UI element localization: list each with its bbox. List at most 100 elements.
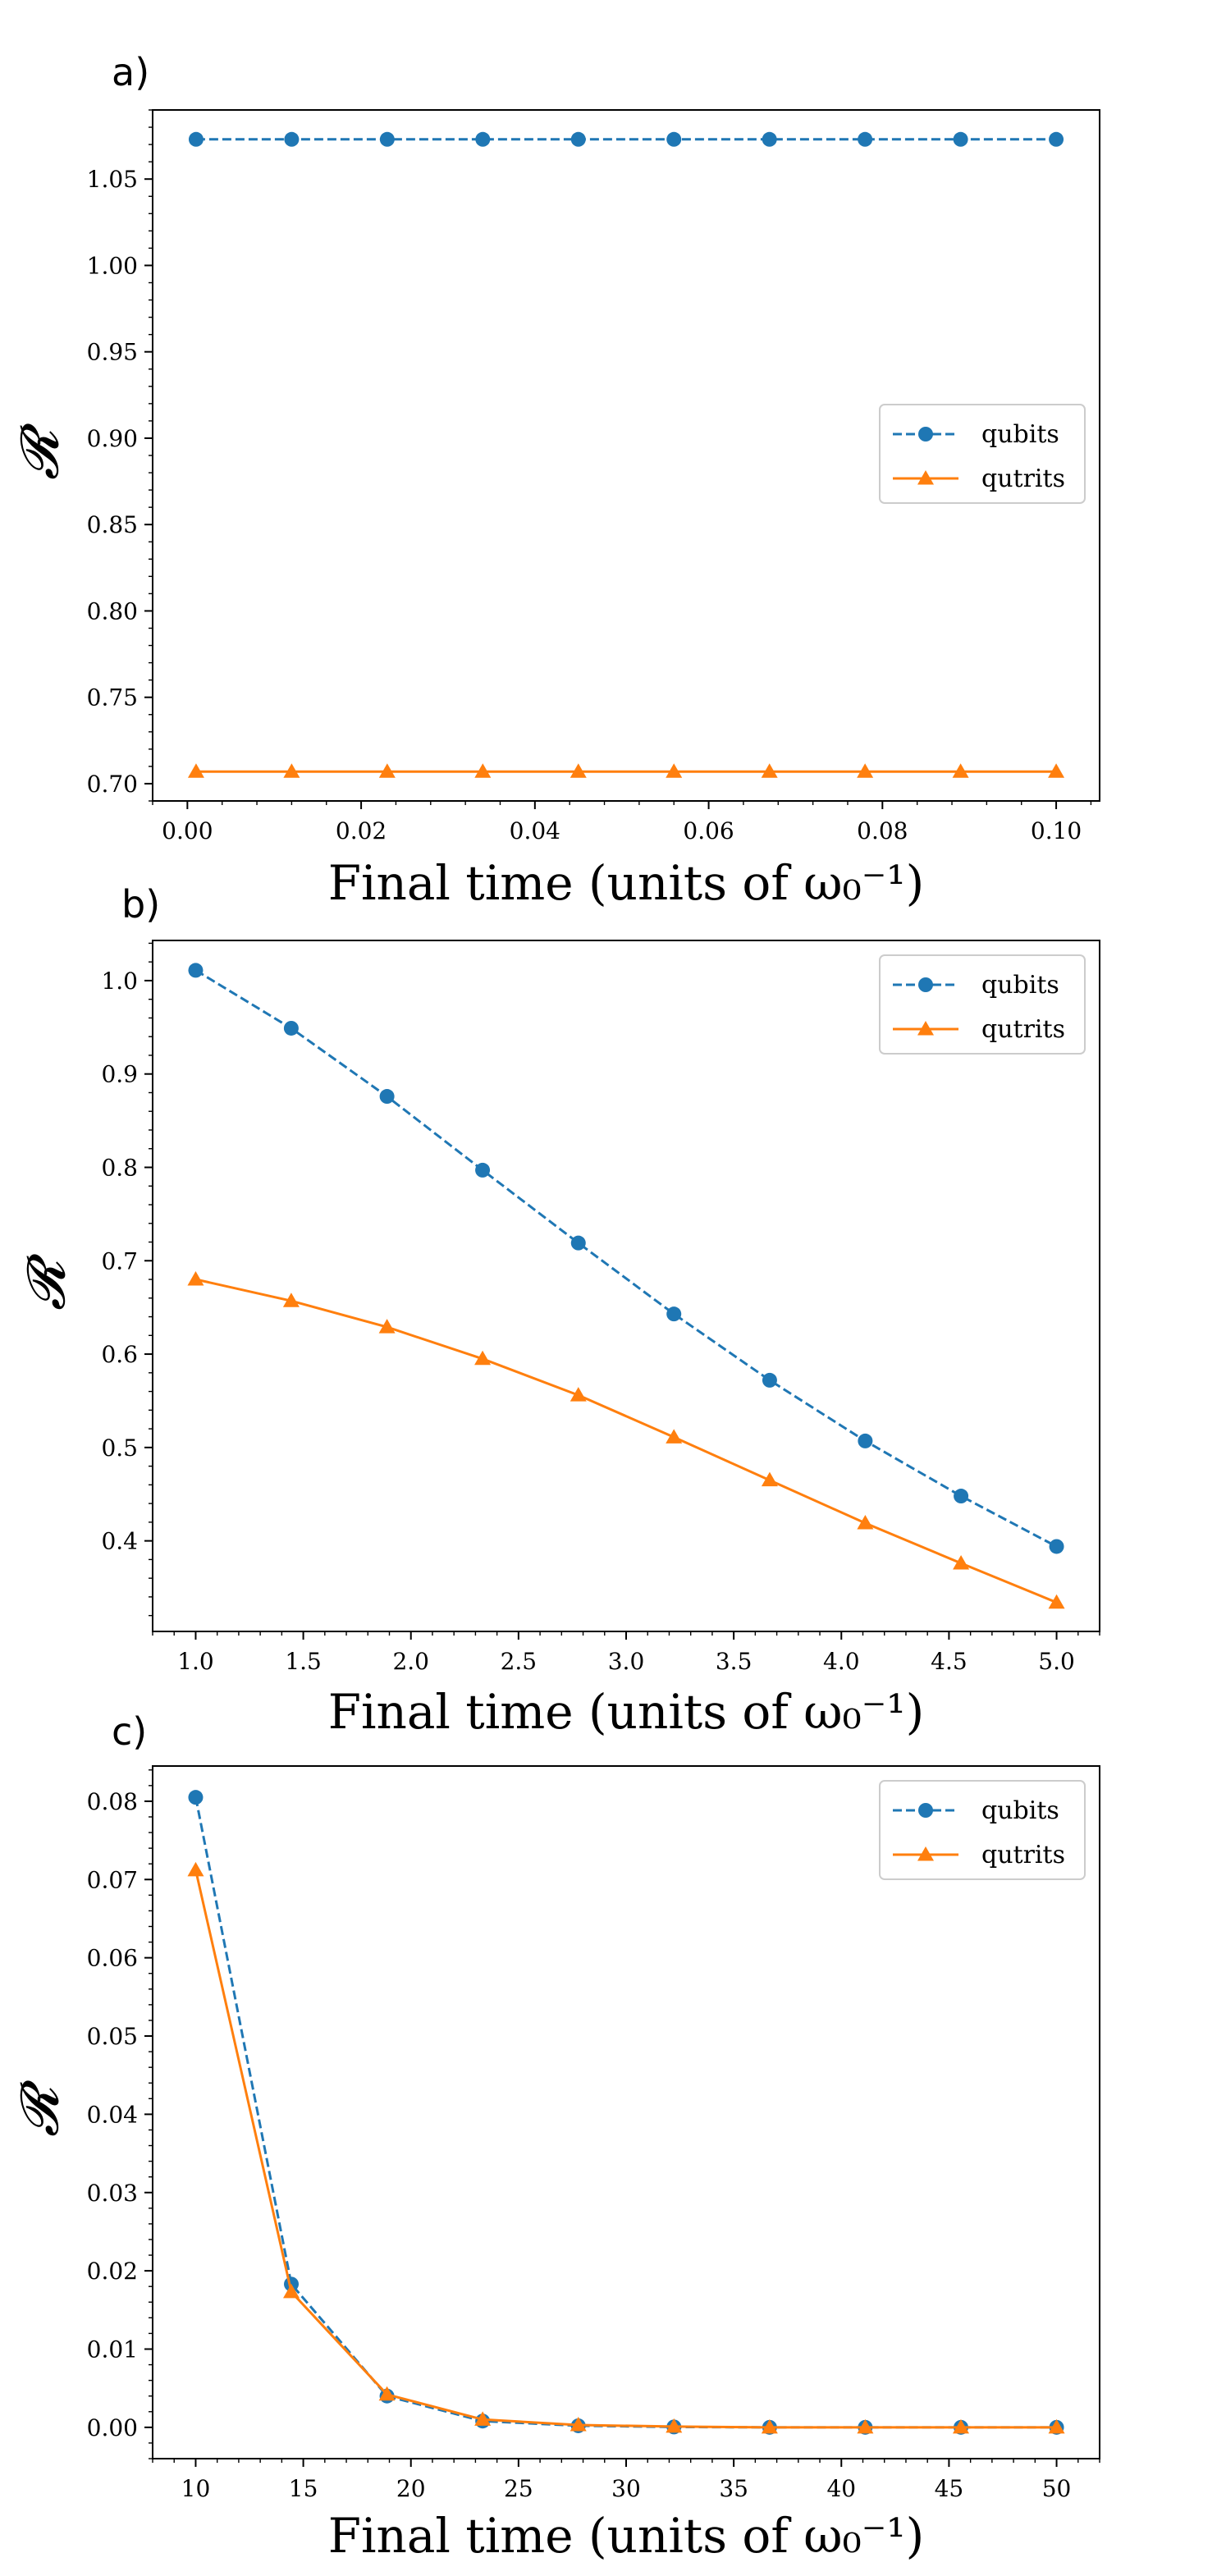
x-tick-label: 0.08: [857, 817, 908, 844]
data-point-qutrits: [378, 763, 396, 778]
data-point-qubits: [570, 1235, 586, 1251]
x-tick-label: 0.10: [1031, 817, 1082, 844]
data-point-qutrits: [474, 763, 492, 778]
legend-label-qutrits: qutrits: [981, 464, 1065, 493]
data-point-qutrits: [187, 1861, 204, 1877]
legend: qubits qutrits: [879, 404, 1086, 504]
data-point-qubits: [762, 1372, 777, 1388]
data-point-qutrits: [952, 2418, 969, 2434]
series-qutrits: [187, 1861, 1065, 2434]
y-axis-label: 𝓡: [16, 1253, 77, 1311]
y-tick-label: 0.07: [87, 1866, 138, 1893]
chart-panel-3: c) 10 15 20 25 30 35 40 45 50 0.00 0.01 0.02 0.03 0.04…: [10, 1709, 1100, 2564]
x-tick-label: 45: [935, 2475, 964, 2502]
y-tick-label: 0.85: [87, 511, 138, 538]
y-tick-label: 0.6: [101, 1341, 138, 1368]
x-tick-label: 5.0: [1038, 1648, 1075, 1675]
series-qubits: [188, 963, 1064, 1554]
data-point-qubits: [953, 131, 968, 147]
data-point-qubits: [858, 131, 873, 147]
series-line-qutrits: [194, 1869, 1057, 2429]
x-tick-label: 25: [504, 2475, 533, 2502]
y-tick-label: 0.4: [101, 1528, 138, 1555]
data-point-qubits: [188, 963, 204, 978]
y-tick-label: 0.05: [87, 2023, 138, 2050]
data-point-qutrits: [474, 1350, 492, 1366]
legend-marker-qutrits: [917, 470, 934, 485]
x-tick-label: 10: [181, 2475, 211, 2502]
data-point-qubits: [1049, 131, 1064, 147]
x-tick-label: 50: [1042, 2475, 1072, 2502]
x-tick-label: 0.00: [162, 817, 213, 844]
data-point-qutrits: [187, 1271, 204, 1286]
y-tick-label: 0.5: [101, 1434, 138, 1462]
legend-marker-qubits: [918, 1803, 933, 1818]
y-tick-label: 0.02: [87, 2258, 138, 2285]
data-point-qubits: [666, 1306, 682, 1322]
legend: qubits qutrits: [879, 954, 1086, 1055]
y-tick-label: 0.95: [87, 339, 138, 366]
data-point-qutrits: [570, 2416, 587, 2432]
legend-label-qubits: qubits: [981, 971, 1059, 1000]
data-point-qubits: [762, 131, 777, 147]
series-line-qutrits: [195, 1278, 1058, 1604]
x-tick-label: 35: [719, 2475, 748, 2502]
data-point-qutrits: [761, 763, 778, 778]
x-tick-label: 2.0: [392, 1648, 429, 1675]
x-tick-label: 20: [396, 2475, 426, 2502]
series-qubits: [188, 131, 1064, 147]
data-point-qutrits: [187, 763, 204, 778]
data-point-qutrits: [1048, 763, 1065, 778]
series-qutrits: [187, 1271, 1065, 1609]
x-tick-label: 1.5: [285, 1648, 322, 1675]
data-point-qutrits: [282, 1293, 300, 1307]
x-axis-label: Final time (units of ω₀⁻¹): [328, 855, 925, 911]
data-point-qubits: [475, 1162, 491, 1178]
x-tick-label: 4.5: [931, 1648, 968, 1675]
x-tick-label: 15: [289, 2475, 318, 2502]
data-point-qutrits: [378, 1319, 396, 1334]
data-point-qutrits: [666, 1429, 683, 1444]
legend-label-qutrits: qutrits: [981, 1015, 1065, 1044]
data-point-qutrits: [666, 763, 683, 778]
x-tick-label: 3.5: [716, 1648, 753, 1675]
data-point-qutrits: [1048, 2418, 1065, 2434]
legend-label-qubits: qubits: [981, 420, 1059, 449]
y-tick-label: 0.01: [87, 2336, 138, 2363]
data-point-qubits: [379, 131, 395, 147]
data-point-qubits: [858, 1433, 873, 1448]
data-point-qutrits: [570, 763, 587, 778]
data-point-qutrits: [283, 2283, 300, 2299]
data-point-qutrits: [857, 2418, 874, 2434]
data-point-qubits: [284, 131, 300, 147]
legend-label-qubits: qubits: [981, 1796, 1059, 1825]
data-point-qutrits: [953, 1554, 970, 1570]
data-point-qutrits: [474, 2411, 492, 2426]
x-tick-label: 0.02: [336, 817, 387, 844]
y-tick-label: 0.08: [87, 1788, 138, 1815]
y-tick-label: 0.9: [101, 1061, 138, 1088]
y-axis-label: 𝓡: [10, 423, 71, 480]
panel-label: c): [112, 1709, 147, 1754]
y-tick-label: 0.80: [87, 597, 138, 625]
data-point-qubits: [1049, 1539, 1064, 1554]
x-tick-label: 0.06: [683, 817, 734, 844]
data-point-qubits: [188, 131, 204, 147]
legend-marker-qubits: [918, 977, 933, 992]
x-tick-label: 4.0: [823, 1648, 860, 1675]
y-tick-label: 0.8: [101, 1154, 138, 1181]
series-line-qubits: [194, 969, 1058, 1548]
y-tick-label: 0.03: [87, 2180, 138, 2207]
legend-marker-qubits: [918, 427, 933, 442]
x-tick-label: 2.5: [501, 1648, 538, 1675]
x-tick-label: 30: [611, 2475, 641, 2502]
chart-panel-1: a) 0.00 0.02 0.04 0.06 0.08 0.10 0.70 0.75 0.80 0.…: [10, 50, 1100, 911]
y-tick-label: 0.06: [87, 1945, 138, 1972]
data-point-qubits: [954, 1489, 969, 1504]
y-tick-label: 0.75: [87, 684, 138, 711]
data-point-qubits: [188, 1790, 204, 1805]
data-point-qutrits: [857, 763, 874, 778]
data-point-qutrits: [570, 1387, 587, 1402]
data-point-qutrits: [857, 1515, 874, 1530]
y-tick-label: 0.00: [87, 2414, 138, 2441]
